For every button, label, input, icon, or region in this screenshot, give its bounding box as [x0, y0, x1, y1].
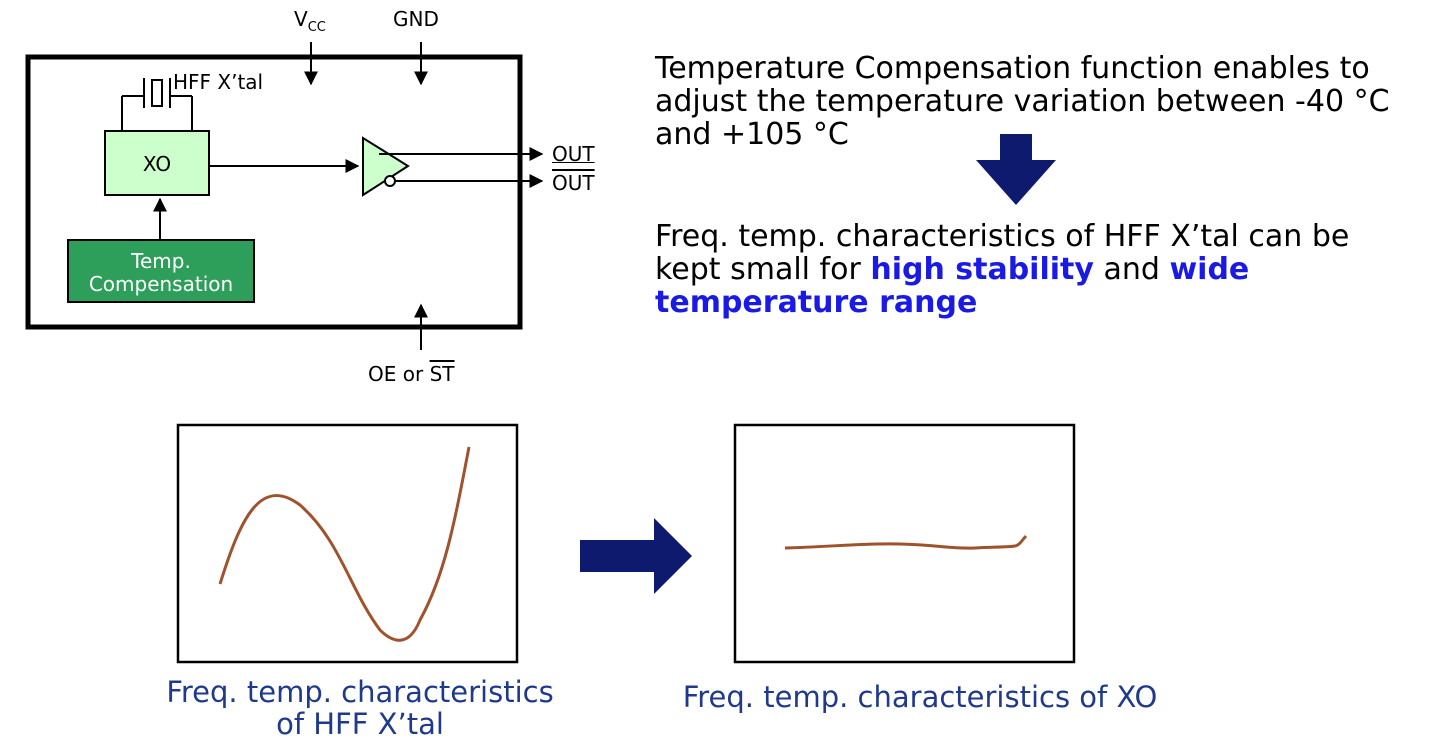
xo-graph-caption: Freq. temp. characteristics of XO [682, 680, 1158, 714]
high-stability-highlight: high stability [870, 252, 1094, 287]
intro-line-1: Temperature Compensation function enable… [655, 51, 1370, 86]
crystal-label: HFF X’tal [173, 70, 264, 94]
xtal-graph-caption: Freq. temp. characteristics of HFF X’tal [140, 676, 580, 740]
output-buffer [362, 136, 410, 197]
result-line-2-c: and [1093, 252, 1170, 287]
vcc-label-main: V [294, 7, 308, 31]
result-line-2-a: kept small for [655, 252, 871, 287]
xo-block [104, 130, 210, 196]
inverting-bubble [384, 175, 396, 187]
temp-comp-label-line2: Compensation [88, 272, 234, 296]
out-bar-label: OUT [552, 171, 595, 195]
xo-freq-curve [784, 534, 1028, 550]
xtal-caption-line-2: of HFF X’tal [276, 707, 444, 741]
out-label: OUT [552, 142, 595, 166]
ic-package-outline [25, 54, 523, 330]
oe-label: OE or ST [368, 363, 454, 385]
vcc-label-sub: CC [307, 20, 326, 35]
result-line-2: kept small for high stability and wide [655, 253, 1349, 286]
right-arrow [580, 518, 692, 594]
xtal-freq-curve [218, 446, 471, 642]
intro-text: Temperature Compensation function enable… [655, 52, 1390, 151]
down-arrow [976, 134, 1056, 205]
temperature-range-highlight: temperature range [655, 285, 978, 320]
wide-highlight: wide [1169, 252, 1250, 287]
vcc-label: VCC [294, 8, 326, 39]
intro-line-2: adjust the temperature variation between… [655, 84, 1390, 119]
intro-line-3: and +105 °C [655, 117, 849, 152]
temp-comp-label-line1: Temp. [131, 249, 191, 273]
gnd-label: GND [393, 7, 439, 31]
xo-label: XO [142, 152, 172, 176]
crystal-symbol [121, 78, 193, 131]
temp-comp-label: Temp. Compensation [68, 250, 254, 296]
temp-compensation-block [67, 239, 255, 303]
oe-label-text: OE or [368, 362, 430, 386]
result-line-1: Freq. temp. characteristics of HFF X’tal… [655, 219, 1350, 254]
xtal-caption-line-1: Freq. temp. characteristics [166, 675, 554, 709]
st-bar-label: ST [429, 362, 455, 386]
result-text: Freq. temp. characteristics of HFF X’tal… [655, 220, 1349, 319]
